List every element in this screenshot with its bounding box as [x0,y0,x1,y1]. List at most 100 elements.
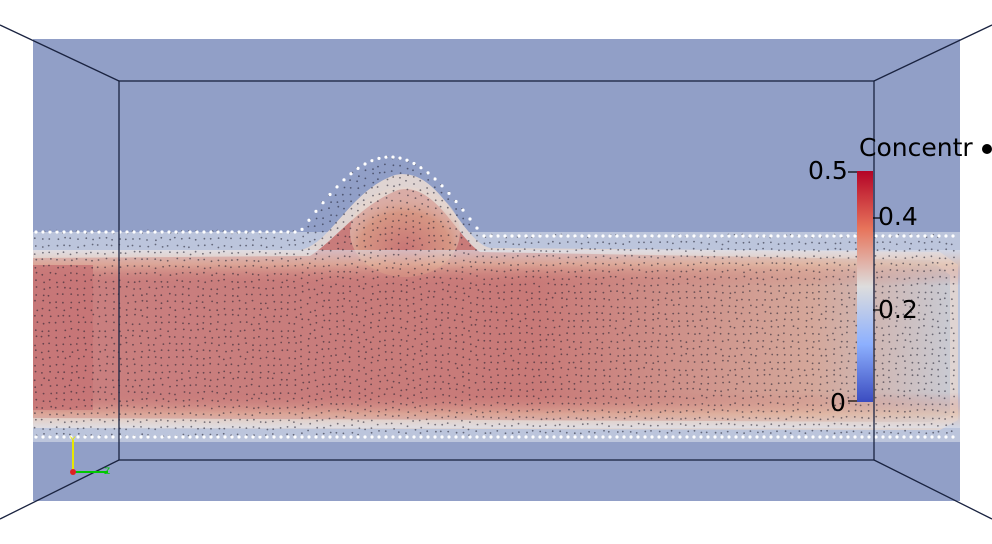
particle-dot [48,238,51,240]
particle-dot [364,260,367,263]
particle-dot [853,263,856,266]
particle-dot [91,266,94,269]
particle-dot [218,427,221,430]
particle-dot [181,280,184,282]
particle-dot [673,352,676,355]
particle-dot [218,336,220,339]
particle-edge-dot [755,234,759,238]
particle-dot [782,284,785,287]
particle-dot [580,276,582,279]
particle-dot [246,419,249,422]
particle-edge-dot [160,435,164,439]
particle-dot [336,326,338,328]
particle-dot [624,326,627,329]
particle-dot [309,240,311,243]
particle-dot [937,368,939,371]
particle-dot [307,429,309,432]
particle-dot [56,244,59,247]
particle-dot [363,203,365,206]
particle-dot [439,205,442,208]
particle-dot [182,322,184,325]
particle-dot [713,331,716,334]
particle-dot [43,288,46,290]
particle-dot [441,303,444,306]
particle-dot [763,254,766,257]
particle-dot [168,356,170,359]
particle-dot [160,321,163,324]
particle-dot [755,262,758,265]
particle-dot [63,371,66,374]
particle-edge-dot [454,435,458,439]
particle-edge-dot [223,435,227,439]
particle-dot [321,249,324,252]
particle-dot [687,264,689,267]
particle-dot [889,415,891,418]
particle-dot [148,265,150,268]
particle-dot [601,416,604,419]
particle-edge-dot [503,234,507,238]
particle-dot [225,364,228,367]
particle-edge-dot [811,234,815,238]
particle-edge-dot [650,435,654,439]
particle-dot [322,383,324,386]
particle-dot [83,399,86,402]
particle-dot [196,323,199,325]
particle-dot [589,326,591,329]
particle-dot [917,389,920,392]
particle-dot [167,412,170,415]
particle-edge-dot [783,234,787,238]
particle-dot [706,327,709,329]
particle-dot [567,368,570,371]
particle-dot [811,368,814,370]
particle-dot [951,262,954,265]
particle-dot [299,313,302,316]
particle-dot [260,244,263,247]
particle-dot [462,356,465,359]
particle-dot [867,403,870,406]
particle-dot [601,409,604,412]
particle-dot [894,312,897,314]
particle-dot [139,288,142,290]
particle-dot [55,306,58,309]
particle-edge-dot [286,230,290,234]
particle-dot [35,356,37,359]
particle-dot [771,276,773,279]
particle-dot [301,249,304,252]
particle-dot [841,396,843,399]
particle-dot [454,291,457,293]
particle-dot [559,417,562,420]
particle-dot [855,248,857,251]
particle-dot [644,276,647,279]
particle-dot [861,416,863,419]
particle-dot [286,349,289,351]
particle-dot [572,262,575,265]
particle-dot [280,341,283,344]
particle-dot [309,311,312,313]
particle-dot [176,379,178,382]
particle-dot [56,281,58,284]
particle-dot [363,219,365,222]
particle-dot [763,425,766,428]
particle-dot [420,328,423,330]
particle-dot [692,263,695,266]
particle-edge-dot [552,234,556,238]
particle-dot [511,283,513,286]
particle-dot [397,233,400,236]
particle-dot [245,427,248,429]
particle-dot [924,367,926,369]
particle-dot [377,347,380,350]
particle-dot [631,339,634,342]
particle-dot [617,375,620,377]
particle-dot [286,400,289,403]
particle-dot [706,262,708,264]
particle-dot [189,253,192,256]
particle-dot [76,427,79,430]
particle-dot [314,337,317,339]
particle-dot [608,375,611,378]
particle-dot [666,325,668,328]
particle-dot [505,367,507,370]
particle-dot [125,428,127,431]
particle-dot [889,380,891,383]
particle-dot [750,353,753,356]
